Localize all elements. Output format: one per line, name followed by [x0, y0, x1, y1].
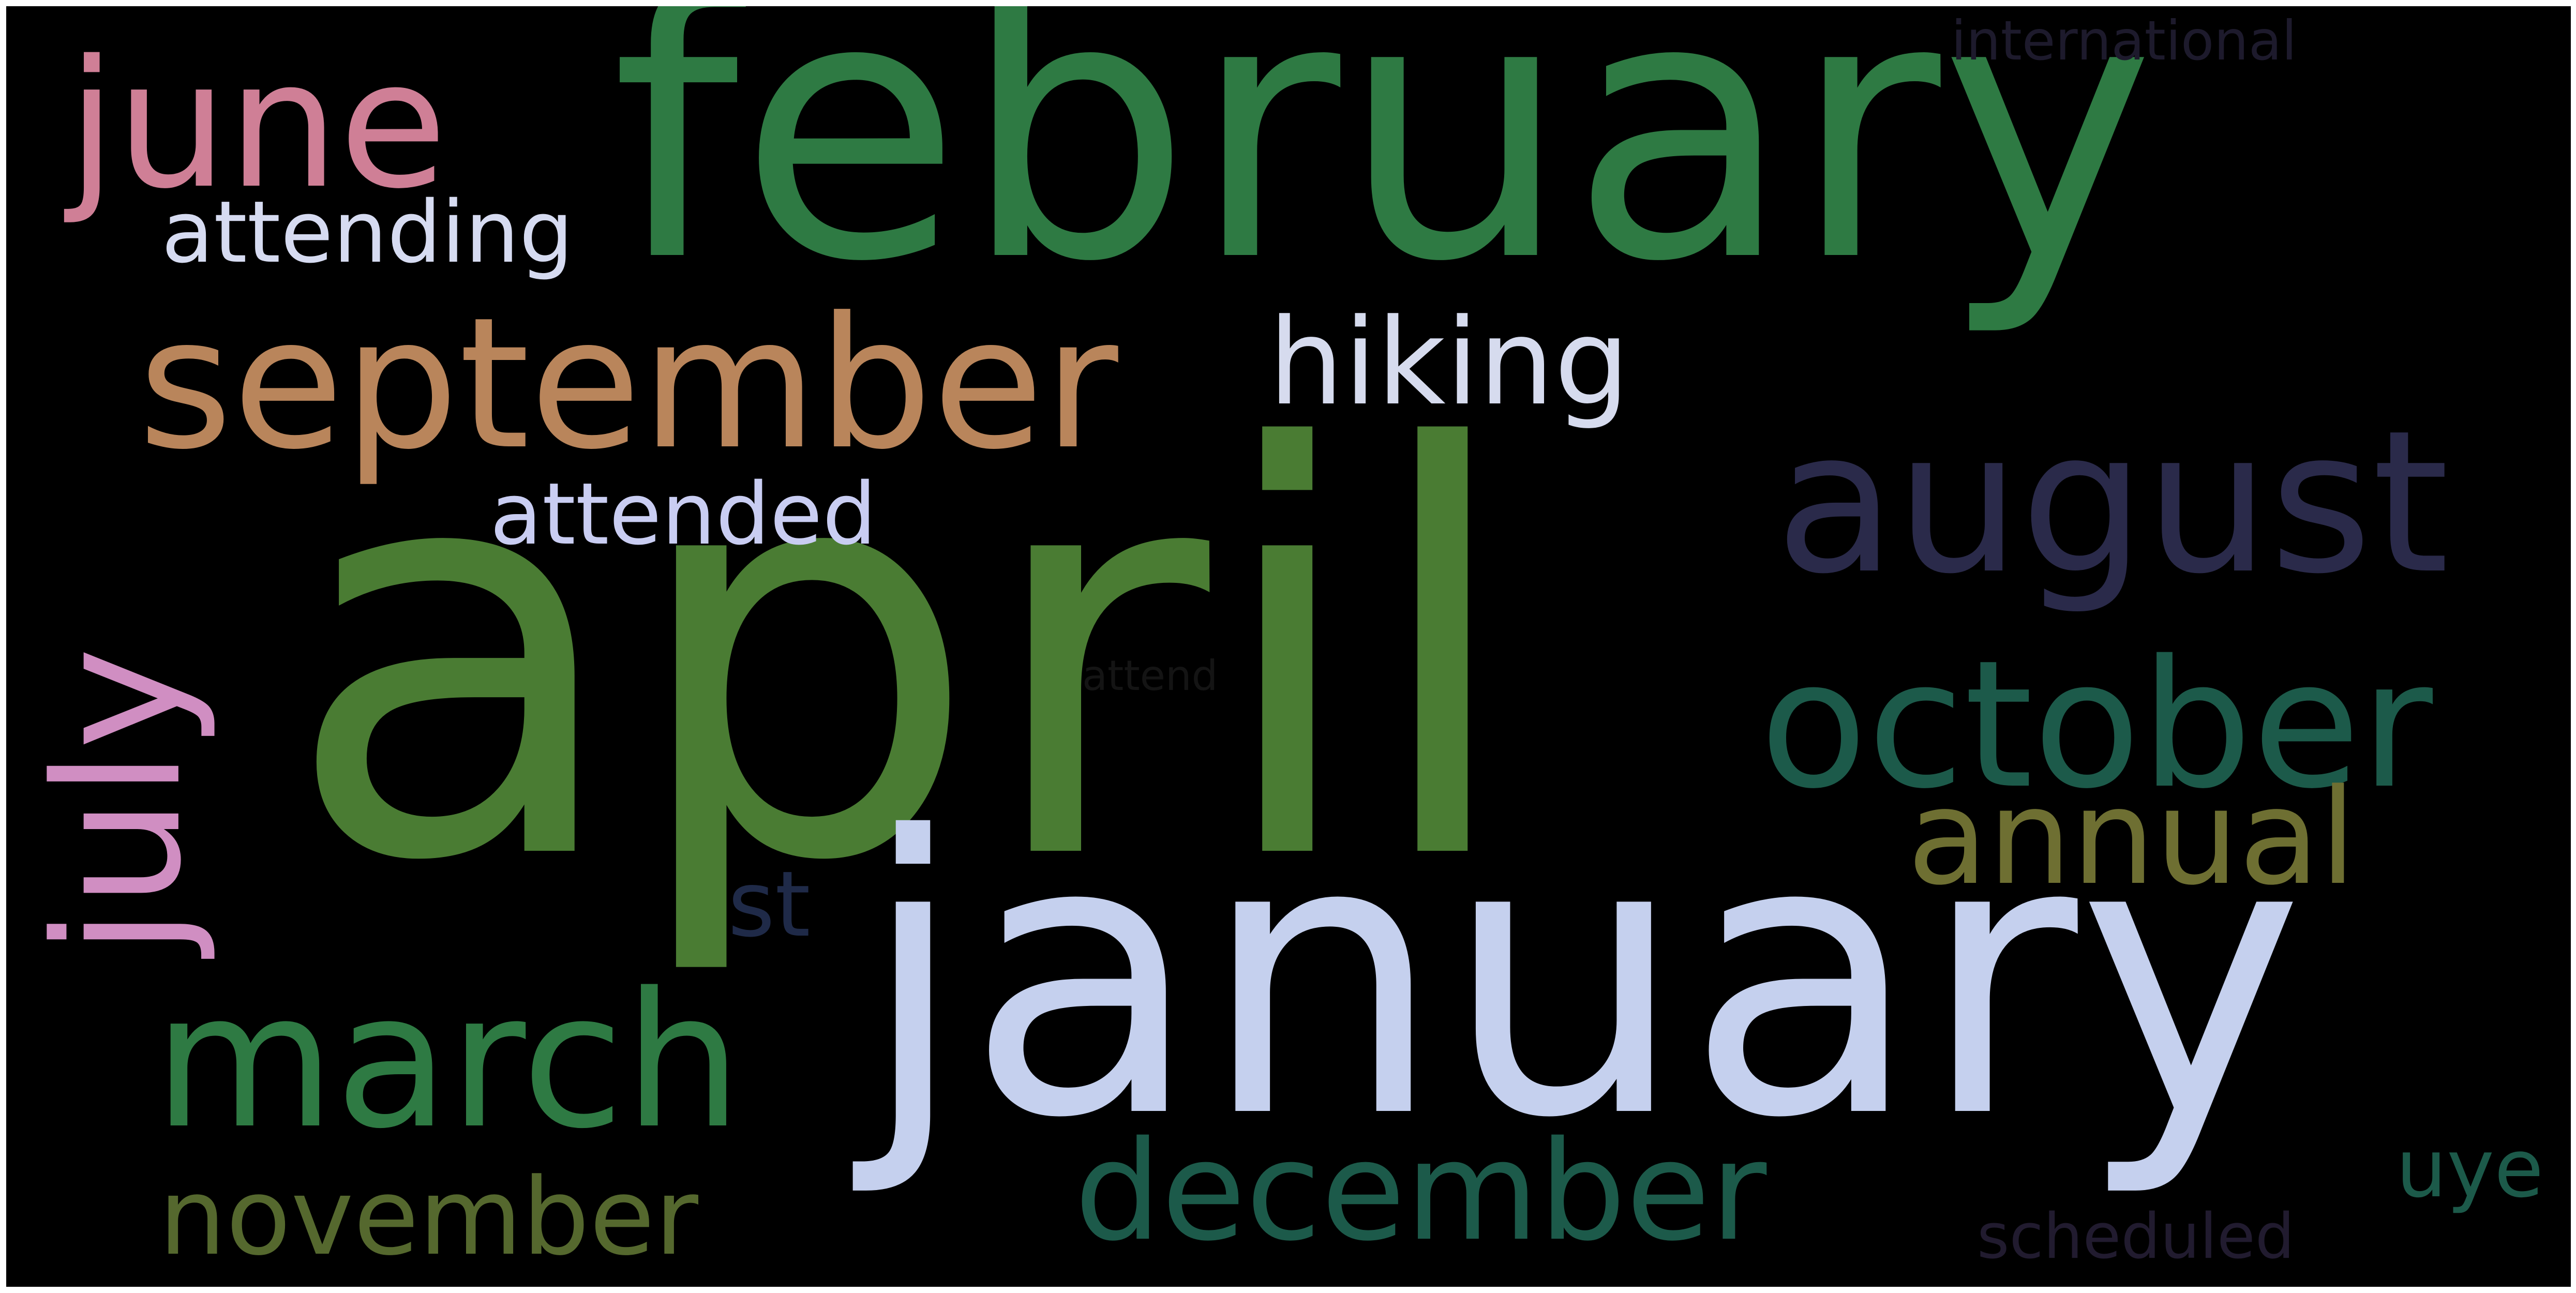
word-november: november: [159, 1156, 699, 1279]
word-september: september: [138, 278, 1118, 489]
word-january: january: [860, 756, 2304, 1201]
word-uye: uye: [2396, 1122, 2544, 1215]
word-april: april: [283, 333, 1520, 983]
word-scheduled: scheduled: [1977, 1201, 2295, 1273]
word-hiking: hiking: [1268, 294, 1630, 432]
word-st: st: [728, 852, 811, 957]
word-attend: attend: [1082, 652, 1218, 700]
word-august: august: [1775, 388, 2449, 617]
word-march: march: [154, 953, 742, 1169]
word-july: july: [18, 647, 220, 956]
word-attended: attended: [490, 464, 877, 564]
word-june: june: [67, 23, 447, 228]
word-international: international: [1951, 9, 2297, 72]
word-october: october: [1760, 623, 2433, 828]
word-annual: annual: [1907, 761, 2357, 914]
word-february: february: [611, 6, 2155, 341]
wordcloud-canvas: february april january september august …: [6, 6, 2571, 1287]
word-december: december: [1074, 1112, 1767, 1271]
word-attending: attending: [161, 183, 574, 282]
